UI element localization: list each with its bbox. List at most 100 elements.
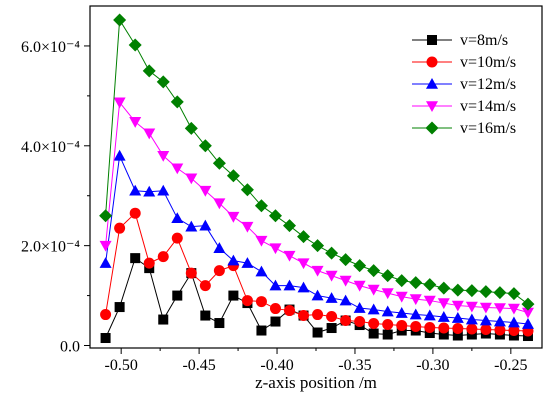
- data-point: [255, 265, 268, 277]
- x-tick-label: -0.40: [260, 357, 293, 374]
- data-point: [409, 276, 423, 290]
- data-point: [213, 198, 226, 210]
- data-point: [297, 281, 310, 293]
- data-point: [381, 305, 394, 317]
- data-point: [226, 169, 240, 183]
- data-point: [256, 325, 267, 336]
- data-point: [382, 329, 393, 340]
- data-point: [437, 298, 450, 310]
- data-point: [508, 325, 520, 337]
- data-point: [382, 319, 394, 331]
- data-point: [241, 295, 253, 307]
- legend-marker: [426, 78, 438, 89]
- legend-marker: [425, 121, 439, 135]
- data-point: [171, 212, 184, 223]
- data-point: [395, 291, 408, 303]
- data-point: [339, 294, 352, 306]
- data-point: [311, 289, 324, 301]
- data-point: [283, 219, 297, 233]
- data-point: [241, 257, 254, 268]
- x-tick-label: -0.50: [105, 357, 138, 374]
- data-point: [157, 150, 170, 162]
- data-point: [130, 253, 141, 264]
- data-point: [381, 288, 394, 300]
- legend-label: v=14m/s: [460, 98, 516, 115]
- data-point: [185, 267, 197, 279]
- data-point: [170, 95, 184, 109]
- data-point: [100, 333, 111, 344]
- data-point: [493, 303, 506, 315]
- series-2: [100, 207, 534, 337]
- data-point: [255, 296, 267, 308]
- data-point: [283, 250, 296, 262]
- data-point: [143, 128, 156, 140]
- data-point: [325, 246, 339, 260]
- data-point: [452, 330, 463, 341]
- data-point: [438, 329, 449, 340]
- data-point: [269, 303, 281, 315]
- data-point: [479, 285, 493, 299]
- data-point: [227, 211, 240, 223]
- data-point: [423, 278, 437, 292]
- x-axis-label: z-axis position /m: [255, 373, 377, 392]
- data-point: [143, 257, 155, 269]
- data-point: [451, 300, 464, 312]
- data-point: [367, 264, 381, 278]
- x-tick-label: -0.45: [182, 357, 215, 374]
- data-point: [114, 302, 125, 313]
- y-tick-label: 0.0: [60, 339, 80, 356]
- data-point: [199, 219, 212, 231]
- data-point: [465, 301, 478, 313]
- data-point: [114, 222, 126, 234]
- data-point: [283, 279, 296, 291]
- data-point: [521, 318, 534, 329]
- data-point: [113, 13, 127, 27]
- data-point: [214, 318, 225, 329]
- data-point: [297, 258, 310, 270]
- data-point: [311, 265, 324, 277]
- data-point: [521, 307, 534, 319]
- data-point: [409, 294, 422, 306]
- data-point: [200, 310, 211, 321]
- legend-item: v=12m/s: [412, 76, 516, 93]
- data-point: [410, 321, 422, 333]
- data-point: [212, 156, 226, 170]
- data-point: [353, 280, 366, 292]
- data-point: [99, 257, 112, 268]
- data-point: [353, 259, 367, 273]
- data-point: [99, 240, 112, 252]
- data-point: [479, 314, 492, 326]
- data-point: [269, 243, 282, 255]
- data-point: [129, 117, 142, 128]
- x-tick-label: -0.25: [494, 357, 527, 374]
- data-point: [353, 302, 366, 313]
- data-point: [311, 239, 325, 253]
- data-point: [480, 324, 492, 336]
- data-point: [339, 275, 352, 287]
- data-point: [157, 251, 169, 263]
- data-point: [451, 312, 464, 323]
- data-point: [157, 184, 170, 196]
- data-point: [409, 308, 422, 320]
- data-point: [99, 209, 113, 223]
- x-tick-label: -0.30: [416, 357, 449, 374]
- series-5: [99, 13, 535, 311]
- data-point: [367, 284, 380, 296]
- data-point: [213, 265, 225, 277]
- legend-label: v=12m/s: [460, 76, 516, 93]
- data-point: [185, 173, 198, 185]
- data-point: [312, 327, 323, 338]
- legend-marker: [426, 101, 438, 112]
- data-point: [142, 64, 156, 78]
- data-point: [354, 316, 366, 328]
- data-point: [423, 295, 436, 307]
- data-point: [438, 322, 450, 334]
- data-point: [129, 184, 142, 196]
- data-point: [395, 307, 408, 318]
- data-point: [254, 199, 268, 213]
- data-point: [312, 309, 324, 321]
- y-tick-label: 4.0×10⁻⁴: [21, 139, 80, 156]
- data-point: [199, 185, 212, 197]
- x-tick-label: -0.35: [338, 357, 371, 374]
- data-point: [158, 314, 169, 325]
